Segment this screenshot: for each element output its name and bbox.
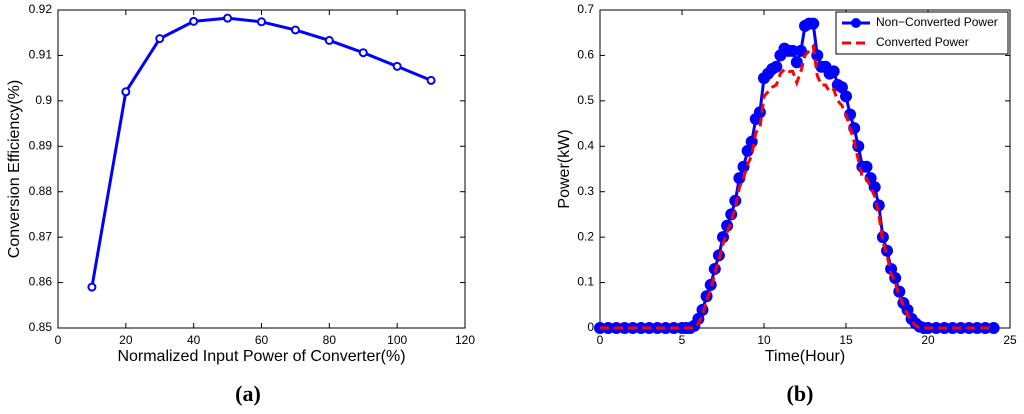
legend-box bbox=[835, 11, 1009, 55]
legend-label: Converted Power bbox=[876, 35, 969, 49]
marker bbox=[807, 17, 820, 30]
plot-frame bbox=[599, 9, 1011, 329]
x-tick-label: 15 bbox=[839, 333, 853, 347]
y-axis-label: Conversion Efficiency(%) bbox=[6, 80, 23, 258]
marker bbox=[426, 75, 436, 85]
marker bbox=[987, 322, 1000, 334]
marker bbox=[155, 34, 165, 44]
x-axis-label: Time(Hour) bbox=[765, 348, 845, 365]
y-tick-label: 0.2 bbox=[577, 229, 594, 243]
marker bbox=[324, 35, 334, 45]
y-tick-label: 0.89 bbox=[29, 138, 53, 152]
legend-swatch bbox=[851, 18, 861, 28]
y-tick-label: 0.1 bbox=[577, 275, 594, 289]
x-tick-label: 0 bbox=[55, 333, 62, 347]
x-tick-label: 10 bbox=[757, 333, 771, 347]
marker bbox=[290, 25, 300, 35]
x-tick-label: 80 bbox=[323, 333, 337, 347]
marker bbox=[189, 16, 199, 26]
line bbox=[90, 16, 432, 288]
line bbox=[600, 42, 994, 330]
panel-caption: (a) bbox=[235, 381, 261, 406]
y-tick-label: 0.4 bbox=[577, 138, 594, 152]
y-tick-label: 0.86 bbox=[29, 275, 53, 289]
marker bbox=[358, 48, 368, 58]
marker bbox=[257, 17, 266, 27]
marker bbox=[794, 44, 807, 57]
y-tick-label: 0 bbox=[587, 320, 594, 334]
x-tick-label: 5 bbox=[679, 333, 686, 347]
line bbox=[600, 22, 994, 330]
x-tick-label: 120 bbox=[455, 333, 475, 347]
marker bbox=[827, 65, 840, 78]
y-tick-label: 0.91 bbox=[29, 48, 53, 62]
y-tick-label: 0.6 bbox=[577, 48, 594, 62]
y-tick-label: 0.9 bbox=[35, 93, 52, 107]
marker bbox=[737, 160, 750, 173]
x-tick-label: 20 bbox=[921, 333, 935, 347]
marker bbox=[223, 13, 233, 23]
y-tick-label: 0.88 bbox=[29, 184, 53, 198]
y-tick-label: 0.3 bbox=[577, 184, 594, 198]
marker bbox=[392, 61, 402, 71]
panel-caption: (b) bbox=[787, 381, 814, 406]
marker bbox=[87, 282, 97, 292]
marker bbox=[840, 90, 852, 103]
marker bbox=[121, 87, 131, 97]
x-axis-label: Normalized Input Power of Converter(%) bbox=[117, 348, 405, 365]
x-tick-label: 20 bbox=[119, 333, 133, 347]
y-tick-label: 0.87 bbox=[29, 229, 53, 243]
y-tick-label: 0.5 bbox=[577, 93, 594, 107]
x-tick-label: 40 bbox=[187, 333, 201, 347]
x-tick-label: 0 bbox=[597, 333, 604, 347]
y-tick-label: 0.92 bbox=[29, 2, 53, 16]
y-tick-label: 0.7 bbox=[577, 2, 594, 16]
marker bbox=[860, 160, 873, 173]
x-tick-label: 100 bbox=[387, 333, 407, 347]
y-tick-label: 0.85 bbox=[29, 320, 53, 334]
x-tick-label: 25 bbox=[1003, 333, 1017, 347]
marker bbox=[770, 60, 783, 73]
marker bbox=[790, 56, 803, 69]
legend-label: Non−Converted Power bbox=[876, 15, 998, 29]
x-tick-label: 60 bbox=[255, 333, 269, 347]
y-axis-label: Power(kW) bbox=[556, 129, 573, 208]
plot-frame bbox=[57, 9, 466, 329]
